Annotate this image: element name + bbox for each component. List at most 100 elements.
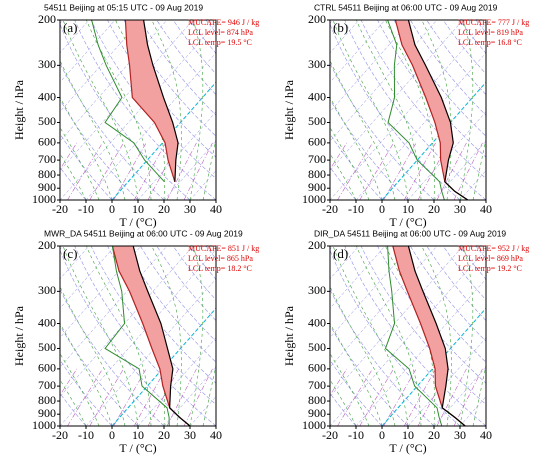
moist-adiabat [472,137,486,200]
dry-adiabat [60,288,165,426]
dry-adiabat [330,62,435,200]
y-tick-label: 1000 [32,418,56,432]
dry-adiabat [459,246,486,280]
moist-adiabat [485,198,486,200]
mixing-ratio-line [147,368,179,426]
isotherm [163,140,216,200]
y-axis-label: Height / hPa [12,79,26,140]
y-tick-label: 400 [38,89,56,103]
isotherm [60,246,194,397]
dry-adiabat [172,246,216,301]
isotherm [330,249,486,426]
mixing-ratio-line [359,368,394,426]
dry-adiabat [344,20,486,200]
moist-adiabat [330,96,383,200]
moist-adiabat [60,96,113,200]
dry-adiabat [459,20,486,54]
x-tick-label: 0 [379,202,385,216]
moist-adiabat [330,379,357,426]
background-lines [122,246,550,426]
dry-adiabat [60,324,139,426]
isotherm [60,246,116,309]
mixing-ratio-line [453,142,483,200]
mixing-ratio-line [337,142,373,200]
y-tick-label: 700 [308,378,326,392]
y-tick-label: 300 [308,283,326,297]
x-tick-label: 0 [109,428,115,442]
y-tick-label: 500 [38,114,56,128]
dry-adiabat [492,246,550,426]
dry-adiabat [442,20,486,75]
x-axis-label: T / (°C) [389,215,426,229]
annotation: LCL level= 869 hPa [458,254,523,263]
x-tick-label: 40 [480,428,492,442]
x-tick-label: 30 [454,428,466,442]
annotation: LCL level= 865 hPa [188,254,253,263]
isotherm [407,111,486,200]
y-tick-label: 900 [308,180,326,194]
dry-adiabat [542,246,550,426]
annotation: MUCAPE= 946 J / kg [188,18,259,27]
moist-adiabat [60,285,126,426]
y-tick-label: 200 [38,12,56,26]
dry-adiabat [60,392,87,426]
isotherm [122,246,281,426]
isotherm [485,199,486,200]
x-axis-label: T / (°C) [389,441,426,455]
mixing-ratio-line [337,368,373,426]
isotherm [0,20,11,200]
dry-adiabat [393,246,486,363]
x-tick-label: 20 [428,202,440,216]
x-tick-label: 20 [158,428,170,442]
y-tick-label: 200 [38,238,56,252]
dry-adiabat [509,20,550,200]
isotherm [330,246,464,397]
moist-adiabat [60,59,126,200]
profile-line [407,20,469,200]
isotherm [85,278,216,426]
y-axis-label: Height / hPa [282,305,296,366]
profile-line [91,20,165,183]
mixing-ratio-line [383,142,417,200]
annotation: LCL temp= 19.2 °C [458,264,522,273]
dry-adiabat [525,20,550,200]
y-tick-label: 400 [38,315,56,329]
mixing-ratio-line [133,368,166,426]
dry-adiabat [426,246,486,321]
x-tick-label: -20 [52,202,68,216]
isotherm [60,20,142,113]
mixing-ratio-line [113,142,147,200]
y-tick-label: 800 [308,167,326,181]
panel-label: (d) [333,246,348,261]
y-axis-label: Height / hPa [282,79,296,140]
y-tick-label: 400 [308,315,326,329]
x-tick-label: 40 [210,428,222,442]
dry-adiabat [442,246,486,301]
isotherm [330,23,486,200]
isotherm [330,20,386,83]
x-tick-label: 30 [454,202,466,216]
y-tick-label: 800 [308,393,326,407]
mixing-ratio-line [60,368,78,396]
y-tick-label: 700 [38,152,56,166]
dry-adiabat [60,98,139,200]
panel-label: (a) [63,20,77,35]
annotation: MUCAPE= 851 J / kg [188,244,259,253]
mixing-ratio-line [166,142,197,200]
x-tick-label: 20 [158,202,170,216]
panel-title: CTRL 54511 Beijing at 06:00 UTC - 09 Aug… [314,2,498,12]
dry-adiabat [172,20,216,75]
isotherm [0,246,11,426]
isotherm [330,246,386,309]
isotherm [330,246,360,280]
dry-adiabat [330,166,357,200]
x-axis-label: T / (°C) [119,441,156,455]
dry-adiabat [140,246,216,342]
dry-adiabat [330,324,409,426]
moist-adiabat [202,137,216,200]
x-tick-label: -10 [348,202,364,216]
isotherm [60,23,216,200]
